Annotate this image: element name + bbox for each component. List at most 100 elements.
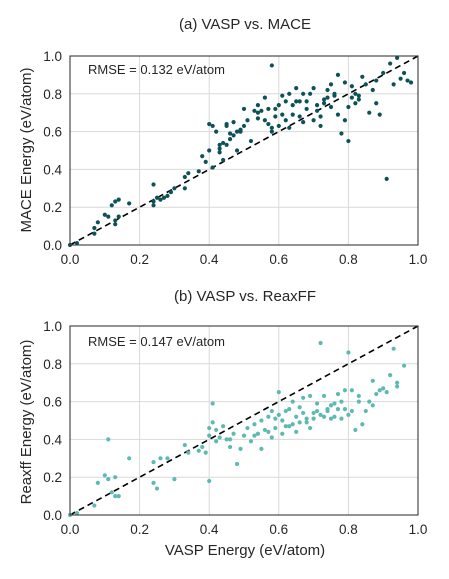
- panel-b-data-point: [339, 416, 344, 421]
- panel-b-data-point: [214, 427, 219, 433]
- panel-a-data-point: [259, 108, 264, 113]
- panel-a-data-point: [161, 195, 167, 200]
- panel-a-data-point: [342, 80, 348, 85]
- panel-b-data-point: [342, 407, 348, 412]
- panel-a-data-point: [113, 222, 118, 227]
- panel-a-data-point: [269, 129, 274, 134]
- panel-b-data-point: [182, 442, 187, 448]
- panel-a-data-point: [280, 112, 285, 117]
- panel-a-data-point: [217, 150, 222, 155]
- panel-b-data-point: [248, 439, 254, 444]
- panel-a-data-point: [224, 142, 229, 147]
- panel-b-data-point: [346, 412, 351, 417]
- panel-a-data-point: [207, 121, 212, 127]
- panel-a-data-point: [335, 72, 341, 77]
- panel-a-data-point: [314, 108, 320, 113]
- panel-b-x-tick-label: 1.0: [409, 522, 428, 537]
- panel-a-data-point: [154, 195, 160, 200]
- panel-b-data-point: [287, 424, 292, 429]
- panel-b-x-tick-label: 0.8: [339, 522, 358, 537]
- panel-b-data-point: [332, 401, 337, 406]
- panel-a-data-point: [297, 114, 302, 119]
- panel-b-data-point: [259, 418, 264, 423]
- panel-a-data-point: [248, 138, 254, 144]
- panel-b-data-point: [252, 422, 257, 427]
- panel-b-data-point: [210, 401, 215, 406]
- panel-a-data-point: [346, 138, 351, 144]
- panel-a-data-point: [314, 103, 320, 108]
- panel-b-data-point: [151, 480, 156, 485]
- panel-b-data-point: [165, 456, 170, 461]
- panel-b-data-point: [374, 391, 379, 397]
- panel-a-data-point: [328, 104, 334, 110]
- panel-a-reference-line: [69, 55, 419, 246]
- panel-b-data-point: [332, 414, 337, 419]
- panel-a-data-point: [391, 82, 396, 87]
- panel-a-data-point: [374, 101, 379, 106]
- panel-b-x-tick-label: 0.0: [61, 522, 80, 537]
- panel-a-data-point: [113, 199, 118, 204]
- panel-b-data-point: [113, 494, 118, 499]
- panel-b-data-point: [234, 461, 240, 467]
- panel-a-data-point: [342, 118, 348, 123]
- panel-b-data-point: [276, 390, 281, 395]
- panel-a-data-point: [294, 99, 299, 104]
- panel-b-data-point: [116, 494, 121, 499]
- panel-a-data-point: [311, 86, 316, 91]
- panel-a-data-point: [234, 129, 240, 134]
- panel-a-data-point: [182, 174, 187, 180]
- panel-a-data-point: [325, 95, 330, 100]
- panel-b-data-point: [311, 416, 316, 421]
- panel-a-data-point: [280, 93, 285, 98]
- panel-b-data-point: [294, 414, 299, 419]
- panel-b-data-point: [308, 393, 313, 399]
- panel-a-data-point: [231, 120, 236, 125]
- panel-a-data-point: [339, 131, 344, 136]
- panel-b-plot-frame: [69, 325, 419, 516]
- panel-b-data-point: [353, 427, 358, 433]
- panel-b-data-point: [384, 390, 389, 395]
- panel-b-data-point: [290, 422, 295, 427]
- panel-a-data-point: [196, 169, 201, 174]
- panel-b-reference-line: [69, 325, 419, 516]
- panel-b-data-point: [318, 340, 323, 346]
- panel-a-data-point: [116, 197, 121, 202]
- panel-a-data-point: [318, 123, 323, 129]
- panel-a-data-point: [165, 193, 170, 198]
- panel-a-x-tick-label: 0.2: [130, 252, 149, 267]
- panel-a-x-tick-label: 0.8: [339, 252, 358, 267]
- panel-a-data-point: [321, 97, 327, 102]
- panel-b-data-point: [287, 407, 292, 412]
- panel-a-data-point: [127, 201, 132, 206]
- panel-b-data-point: [328, 403, 334, 408]
- panel-a-data-point: [269, 63, 274, 68]
- panel-a-data-point: [109, 203, 114, 208]
- panel-a-data-point: [290, 112, 295, 117]
- panel-a-data-point: [395, 55, 400, 60]
- panel-a-data-point: [276, 103, 281, 108]
- panel-b-data-point: [238, 446, 243, 451]
- panel-a-data-point: [308, 91, 313, 96]
- panel-a-x-tick-label: 1.0: [409, 252, 428, 267]
- panel-a-data-point: [287, 125, 292, 130]
- panel-b-data-point: [172, 476, 177, 482]
- panel-b-data-point: [266, 429, 271, 434]
- panel-b-data-point: [245, 425, 250, 431]
- panel-b-x-tick-label: 0.6: [269, 522, 288, 537]
- panel-b-data-point: [304, 416, 309, 421]
- panel-a-data-point: [356, 93, 361, 98]
- panel-a-data-point: [273, 114, 278, 119]
- panel-b-y-tick-label: 0.8: [43, 357, 62, 372]
- panel-b-data-point: [321, 414, 327, 419]
- panel-a-data-point: [398, 76, 403, 81]
- panel-a-data-point: [276, 123, 281, 129]
- panel-a-data-point: [168, 189, 174, 195]
- panel-a-y-tick-label: 0.8: [43, 87, 62, 102]
- panel-a-data-point: [273, 106, 278, 112]
- panel-b-data-point: [335, 407, 341, 412]
- panel-a-data-point: [151, 182, 156, 187]
- panel-a-data-point: [252, 108, 257, 113]
- panel-b-data-point: [196, 448, 201, 453]
- panel-a-data-point: [321, 101, 327, 106]
- panel-a-data-point: [92, 225, 97, 231]
